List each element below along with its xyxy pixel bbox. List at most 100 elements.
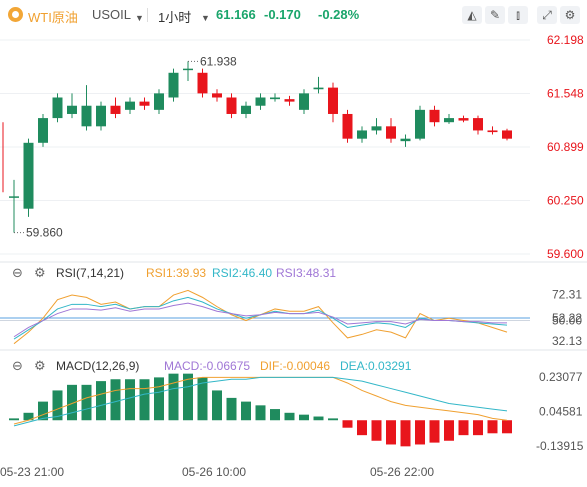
high-price-label: 61.938 (200, 54, 237, 68)
rsi-axis-tick: 52.22 (552, 311, 582, 325)
macd-axis-tick: -0.13915 (536, 439, 584, 453)
macd-histogram-bar (212, 390, 222, 421)
candle-body[interactable] (458, 118, 469, 121)
candle-body[interactable] (139, 101, 150, 106)
macd-histogram-bar (386, 420, 396, 445)
expand-icon[interactable]: ⤢ (537, 6, 557, 24)
macd-histogram-bar (139, 379, 150, 421)
rsi-axis-tick: 32.13 (552, 334, 582, 348)
candle-body[interactable] (241, 105, 251, 114)
dif-value: DIF:-0.00046 (260, 359, 330, 373)
macd-histogram-bar (110, 379, 121, 421)
macd-collapse-icon[interactable]: ⊖ (12, 359, 23, 374)
macd-histogram-bar (444, 420, 454, 441)
time-axis-tick: 05-26 10:00 (182, 465, 246, 479)
macd-histogram-bar (67, 384, 77, 421)
macd-histogram-bar (154, 377, 164, 421)
macd-title: MACD(12,26,9) (56, 359, 139, 373)
candle-body[interactable] (502, 130, 512, 139)
macd-histogram-bar (400, 420, 411, 447)
macd-histogram-bar (357, 420, 367, 436)
rsi-line-rsi3 (13, 302, 507, 338)
candle-body[interactable] (197, 72, 208, 94)
candle-body[interactable] (371, 126, 382, 131)
candle-body[interactable] (386, 126, 396, 139)
rsi2-value: RSI2:46.40 (212, 266, 272, 280)
macd-histogram-bar (81, 384, 92, 421)
macd-histogram-bar (168, 373, 179, 421)
rsi-collapse-icon[interactable]: ⊖ (12, 266, 23, 281)
macd-axis-tick: 0.23077 (539, 370, 583, 384)
macd-histogram-bar (96, 381, 106, 421)
macd-histogram-bar (183, 373, 193, 421)
settings-icon[interactable]: ⚙ (560, 6, 580, 24)
rsi-settings-icon[interactable]: ⚙ (34, 266, 46, 281)
macd-histogram-bar (38, 401, 48, 421)
candle-body[interactable] (96, 105, 106, 127)
candle-body[interactable] (299, 93, 309, 110)
candle-body[interactable] (212, 93, 222, 98)
candle-body[interactable] (444, 118, 454, 123)
candle-body[interactable] (67, 105, 77, 114)
candle-body[interactable] (154, 93, 164, 110)
candle-body[interactable] (487, 130, 498, 133)
interval-select[interactable]: 1小时 (158, 10, 192, 25)
symbol-dropdown-icon[interactable]: ▼ (135, 13, 144, 23)
candle-body[interactable] (110, 105, 121, 114)
macd-histogram-bar (255, 405, 266, 421)
candle-body[interactable] (429, 109, 440, 123)
candle-body[interactable] (473, 118, 483, 131)
macd-histogram-bar (502, 420, 512, 434)
candle-body[interactable] (168, 72, 179, 98)
macd-histogram-bar (473, 420, 483, 436)
candle-body[interactable] (328, 87, 338, 114)
candle-body[interactable] (125, 101, 135, 110)
candle-body[interactable] (415, 109, 425, 139)
macd-histogram-bar (415, 420, 425, 445)
macd-histogram-bar (458, 420, 469, 436)
macd-histogram-bar (342, 420, 353, 428)
macd-settings-icon[interactable]: ⚙ (34, 359, 46, 374)
price-change-pct: -0.28% (318, 7, 360, 22)
candle-body[interactable] (313, 87, 324, 90)
chart-area[interactable]: 62.198 61.548 60.899 60.250 59.600 61.938 59.8… (0, 30, 587, 487)
candle-type-icon[interactable]: ⫾ (508, 6, 528, 24)
price-axis-tick: 59.600 (547, 247, 584, 261)
candle-body[interactable] (81, 105, 92, 127)
price-axis-tick: 62.198 (547, 33, 584, 47)
candle-body[interactable] (52, 97, 63, 119)
price-axis-tick: 61.548 (547, 87, 584, 101)
price-axis-tick: 60.250 (547, 193, 584, 207)
candle-body[interactable] (270, 97, 280, 100)
header-divider (147, 8, 148, 22)
macd-histogram-bar (328, 418, 338, 421)
candle-body[interactable] (400, 138, 411, 142)
candle-body[interactable] (183, 68, 193, 71)
macd-dea-line (13, 376, 508, 427)
macd-value: MACD:-0.06675 (164, 359, 250, 373)
candle-body[interactable] (9, 196, 19, 198)
draw-pen-icon[interactable]: ✎ (485, 6, 505, 24)
candle-body[interactable] (23, 142, 34, 209)
price-change: -0.170 (264, 7, 301, 22)
macd-axis-tick: 0.04581 (539, 405, 583, 419)
candle-body[interactable] (226, 97, 237, 114)
last-price: 61.166 (216, 7, 256, 22)
candle-body[interactable] (284, 99, 295, 102)
dea-value: DEA:0.03291 (340, 359, 412, 373)
macd-histogram-bar (487, 420, 498, 434)
area-chart-icon[interactable]: ◭ (462, 6, 482, 24)
candle-body[interactable] (38, 118, 48, 143)
symbol-name[interactable]: WTI原油 (28, 10, 78, 25)
interval-dropdown-icon[interactable]: ▼ (201, 13, 210, 23)
macd-histogram-bar (270, 409, 280, 421)
price-axis-tick: 60.899 (547, 140, 584, 154)
macd-histogram-bar (371, 420, 382, 441)
chart-header: WTI原油 USOIL ▼ 1小时 ▼ 61.166 -0.170 -0.28%… (0, 0, 587, 30)
time-axis-tick: 05-26 22:00 (370, 465, 434, 479)
candle-body[interactable] (342, 113, 353, 139)
time-axis-tick: 05-23 21:00 (0, 465, 64, 479)
candle-body[interactable] (255, 97, 266, 106)
macd-histogram-bar (226, 397, 237, 421)
candle-body[interactable] (357, 130, 367, 139)
